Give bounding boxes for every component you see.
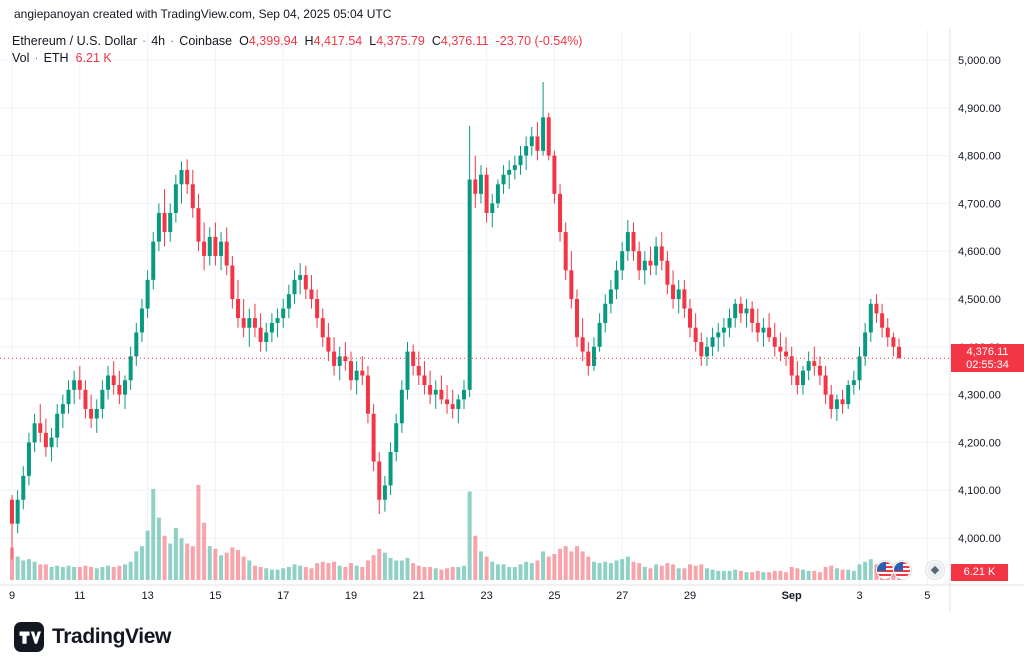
open-value: 4,399.94	[248, 33, 298, 48]
svg-text:4,500.00: 4,500.00	[958, 294, 1001, 306]
svg-text:4,700.00: 4,700.00	[958, 198, 1001, 210]
tradingview-logo-icon	[14, 622, 44, 652]
svg-text:4,600.00: 4,600.00	[958, 246, 1001, 258]
low-value: 4,375.79	[376, 33, 425, 48]
close-label: C	[431, 33, 441, 48]
footer-bar: TradingView	[0, 612, 1024, 665]
open-pair: O4,399.94	[239, 34, 297, 48]
bar-countdown: 02:55:34	[966, 359, 1009, 371]
svg-text:23: 23	[480, 590, 492, 602]
svg-text:17: 17	[277, 590, 289, 602]
volume-symbol: ETH	[43, 50, 69, 65]
interval-label[interactable]: 4h	[151, 33, 166, 48]
svg-text:4,200.00: 4,200.00	[958, 437, 1001, 449]
svg-text:4,100.00: 4,100.00	[958, 485, 1001, 497]
svg-text:15: 15	[209, 590, 221, 602]
svg-text:4,300.00: 4,300.00	[958, 390, 1001, 402]
us-flag-icon	[893, 561, 911, 579]
high-label: H	[304, 33, 314, 48]
high-value: 4,417.54	[313, 33, 363, 48]
change-value: -23.70 (-0.54%)	[495, 33, 583, 48]
chart-legend: Ethereum / U.S. Dollar · 4h · Coinbase O4,39…	[12, 32, 582, 66]
separator-dot: ·	[34, 50, 39, 65]
volume-label[interactable]: Vol	[12, 50, 30, 65]
high-pair: H4,417.54	[305, 34, 363, 48]
last-price-badge: 4,376.11 02:55:34	[951, 344, 1024, 372]
eth-logo-icon: ◆	[926, 561, 944, 579]
tradingview-logo[interactable]: TradingView	[14, 622, 171, 652]
svg-text:Sep: Sep	[782, 590, 802, 602]
svg-text:29: 29	[684, 590, 696, 602]
svg-text:4,000.00: 4,000.00	[958, 533, 1001, 545]
last-volume-badge: 6.21 K	[951, 564, 1008, 581]
separator-dot: ·	[142, 33, 147, 48]
svg-text:3: 3	[856, 590, 862, 602]
volume-row: Vol · ETH 6.21 K	[12, 49, 582, 66]
svg-text:13: 13	[141, 590, 153, 602]
svg-text:11: 11	[74, 590, 85, 602]
svg-text:9: 9	[9, 590, 15, 602]
svg-text:19: 19	[345, 590, 357, 602]
separator-dot: ·	[170, 33, 175, 48]
low-label: L	[369, 33, 377, 48]
open-label: O	[239, 33, 249, 48]
close-pair: C4,376.11	[432, 34, 489, 48]
attribution-text: angiepanoyan created with TradingView.co…	[14, 7, 392, 21]
svg-text:4,900.00: 4,900.00	[958, 103, 1001, 115]
svg-text:25: 25	[548, 590, 560, 602]
symbol-row: Ethereum / U.S. Dollar · 4h · Coinbase O4,39…	[12, 32, 582, 49]
exchange-label: Coinbase	[179, 33, 233, 48]
svg-text:27: 27	[616, 590, 628, 602]
us-flag-icon	[876, 561, 894, 579]
volume-value: 6.21 K	[75, 50, 112, 65]
tradingview-logo-text: TradingView	[52, 625, 171, 648]
svg-text:4,800.00: 4,800.00	[958, 151, 1001, 163]
last-price-value: 4,376.11	[966, 346, 1009, 358]
svg-text:5: 5	[924, 590, 930, 602]
svg-text:21: 21	[413, 590, 425, 602]
symbol-title[interactable]: Ethereum / U.S. Dollar	[12, 33, 138, 48]
low-pair: L4,375.79	[369, 34, 425, 48]
svg-text:5,000.00: 5,000.00	[958, 55, 1001, 67]
close-value: 4,376.11	[440, 33, 489, 48]
